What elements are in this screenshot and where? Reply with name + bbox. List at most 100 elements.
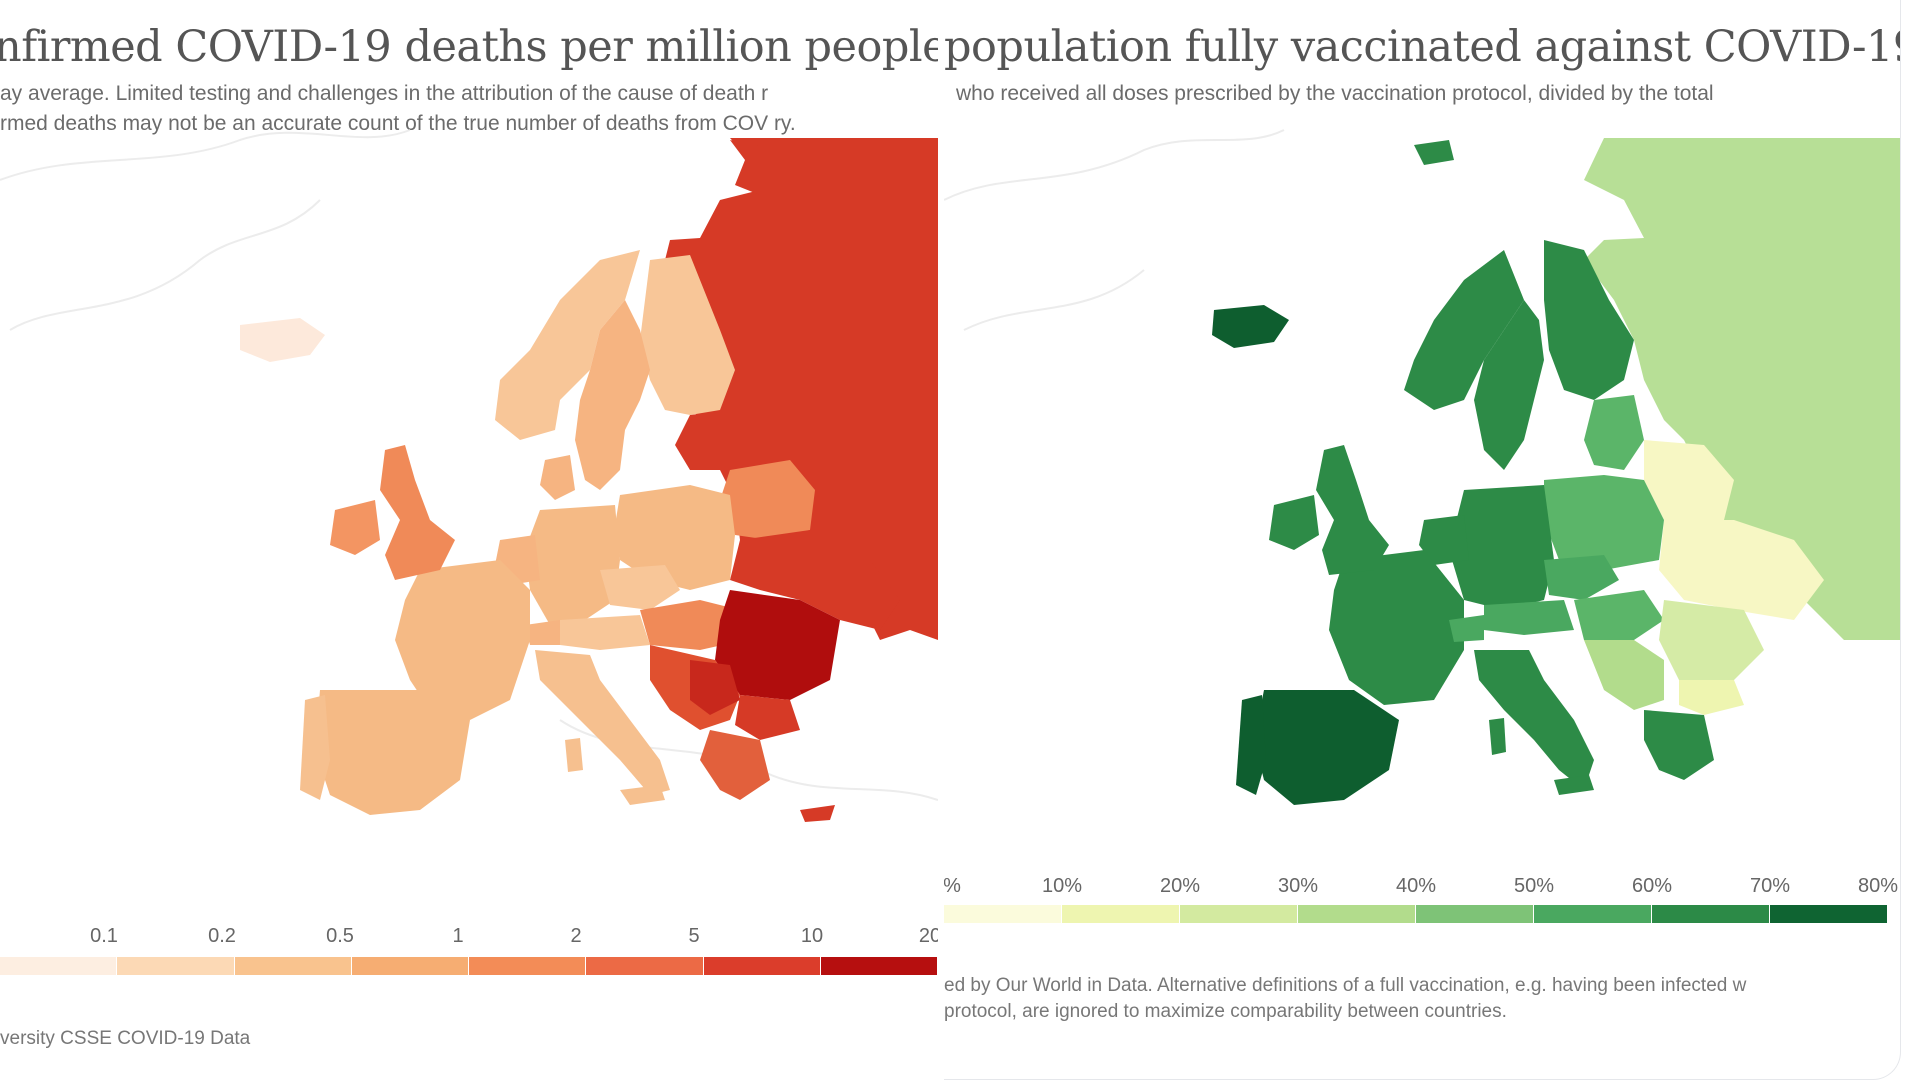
region-france — [395, 560, 530, 720]
region-belarus — [720, 460, 815, 540]
vaccination-legend-tick: 20% — [1159, 875, 1201, 897]
region-austria — [1484, 600, 1574, 635]
region-sweden — [575, 300, 650, 490]
region-spain — [315, 690, 470, 815]
deaths-legend-tick: 0.5 — [326, 925, 354, 947]
vaccination-legend-tick: % — [944, 875, 961, 897]
deaths-legend-swatch — [117, 957, 235, 975]
vaccination-note-line2: protocol, are ignored to maximize compar… — [944, 1001, 1507, 1022]
region-norway — [1404, 250, 1524, 410]
region-serbia — [690, 660, 740, 715]
vaccination-legend-swatch — [1180, 905, 1298, 923]
deaths-legend-tick: 10 — [800, 925, 824, 947]
region-norway — [495, 250, 640, 440]
region-ireland — [1269, 495, 1319, 550]
deaths-map-subtitle-line1: ay average. Limited testing and challeng… — [0, 82, 769, 105]
vaccination-note-line1: ed by Our World in Data. Alternative def… — [944, 975, 1747, 996]
region-bulgaria — [735, 695, 800, 740]
deaths-map-subtitle-tail: ry. — [773, 112, 796, 135]
vaccination-legend-swatch — [1652, 905, 1770, 923]
region-switzerland — [525, 620, 560, 645]
vaccination-legend-tick: 40% — [1395, 875, 1437, 897]
region-france — [1329, 550, 1464, 705]
deaths-legend-tick: 2 — [570, 925, 582, 947]
region-czechia — [600, 565, 680, 610]
region-sweden — [1474, 300, 1544, 470]
region-iceland — [240, 318, 325, 362]
region-italy — [535, 650, 670, 795]
region-poland — [615, 485, 735, 590]
region-svalbard — [1414, 140, 1454, 165]
vaccination-map — [944, 129, 1900, 805]
deaths-map-panel: nfirmed COVID-19 deaths per million peop… — [0, 0, 938, 1079]
deaths-map-subtitle-line2: rmed deaths may not be an accurate count… — [0, 112, 796, 136]
vaccination-legend-swatch — [1534, 905, 1652, 923]
region-denmark — [540, 455, 575, 500]
region-ukraine — [730, 530, 900, 630]
region-iceland — [1212, 305, 1289, 348]
region-kola — [730, 140, 790, 195]
vaccination-legend-tick: 70% — [1749, 875, 1791, 897]
region-finland — [1544, 240, 1634, 400]
region-romania — [1659, 600, 1764, 680]
deaths-legend-tick: 20 — [918, 925, 938, 947]
vaccination-map-title: population fully vaccinated against COVI… — [944, 22, 1901, 72]
region-belarus — [1644, 440, 1734, 520]
region-benelux — [1419, 515, 1469, 565]
vaccination-legend-tick: 60% — [1631, 875, 1673, 897]
region-sicily — [620, 785, 665, 805]
region-uk — [380, 445, 455, 580]
region-greece — [700, 730, 770, 800]
vaccination-legend-tick: 30% — [1277, 875, 1319, 897]
deaths-legend-swatch — [469, 957, 587, 975]
region-sardinia — [565, 738, 583, 772]
deaths-legend-tick: 0.2 — [208, 925, 236, 947]
background-outlines — [944, 129, 1285, 331]
region-russia — [665, 138, 938, 640]
vaccination-legend-bar — [944, 905, 1888, 923]
region-austria — [560, 615, 650, 650]
region-bulgaria — [1679, 680, 1744, 715]
region-sicily — [1554, 775, 1594, 795]
region-spain — [1254, 690, 1399, 805]
deaths-legend-tick: 5 — [688, 925, 700, 947]
region-ireland — [330, 500, 380, 555]
region-portugal — [300, 695, 330, 800]
vaccination-map-subtitle: who received all doses prescribed by the… — [956, 82, 1714, 105]
deaths-legend-swatch — [234, 957, 352, 975]
region-italy — [1474, 650, 1594, 790]
region-uk — [1316, 445, 1389, 575]
region-balkans — [1584, 640, 1664, 710]
vaccination-legend-swatch — [1416, 905, 1534, 923]
region-switzerland — [1449, 615, 1484, 642]
vaccination-legend-tick: 80% — [1857, 875, 1899, 897]
region-czechia — [1544, 555, 1619, 600]
deaths-legend-swatch — [0, 957, 118, 975]
vaccination-legend-swatch — [1298, 905, 1416, 923]
region-romania — [715, 590, 840, 700]
deaths-legend-swatch — [351, 957, 469, 975]
vaccination-legend-swatch — [1062, 905, 1180, 923]
deaths-legend-tick: 0.1 — [90, 925, 118, 947]
vaccination-map-panel: population fully vaccinated against COVI… — [944, 0, 1901, 1080]
region-portugal — [1236, 695, 1266, 795]
deaths-source-note: versity CSSE COVID-19 Data — [0, 1028, 251, 1049]
vaccination-legend-tick: 50% — [1513, 875, 1555, 897]
region-cyprus — [800, 805, 835, 822]
region-russia — [1584, 138, 1900, 640]
deaths-map — [0, 129, 938, 822]
region-ukraine — [1659, 520, 1824, 620]
vaccination-legend-tick: 10% — [1041, 875, 1083, 897]
region-baltics — [1584, 395, 1644, 470]
region-finland — [640, 255, 735, 415]
region-germany — [1449, 485, 1554, 610]
deaths-legend-tick: 1 — [452, 925, 464, 947]
deaths-map-subtitle-text: rmed deaths may not be an accurate count… — [0, 112, 769, 135]
panel-divider — [938, 0, 944, 1079]
deaths-legend-swatch — [586, 957, 704, 975]
deaths-legend-swatch — [703, 957, 821, 975]
region-germany — [525, 505, 620, 625]
region-poland — [1544, 475, 1664, 570]
vaccination-legend-swatch — [944, 905, 1062, 923]
deaths-legend-swatch — [820, 957, 938, 975]
